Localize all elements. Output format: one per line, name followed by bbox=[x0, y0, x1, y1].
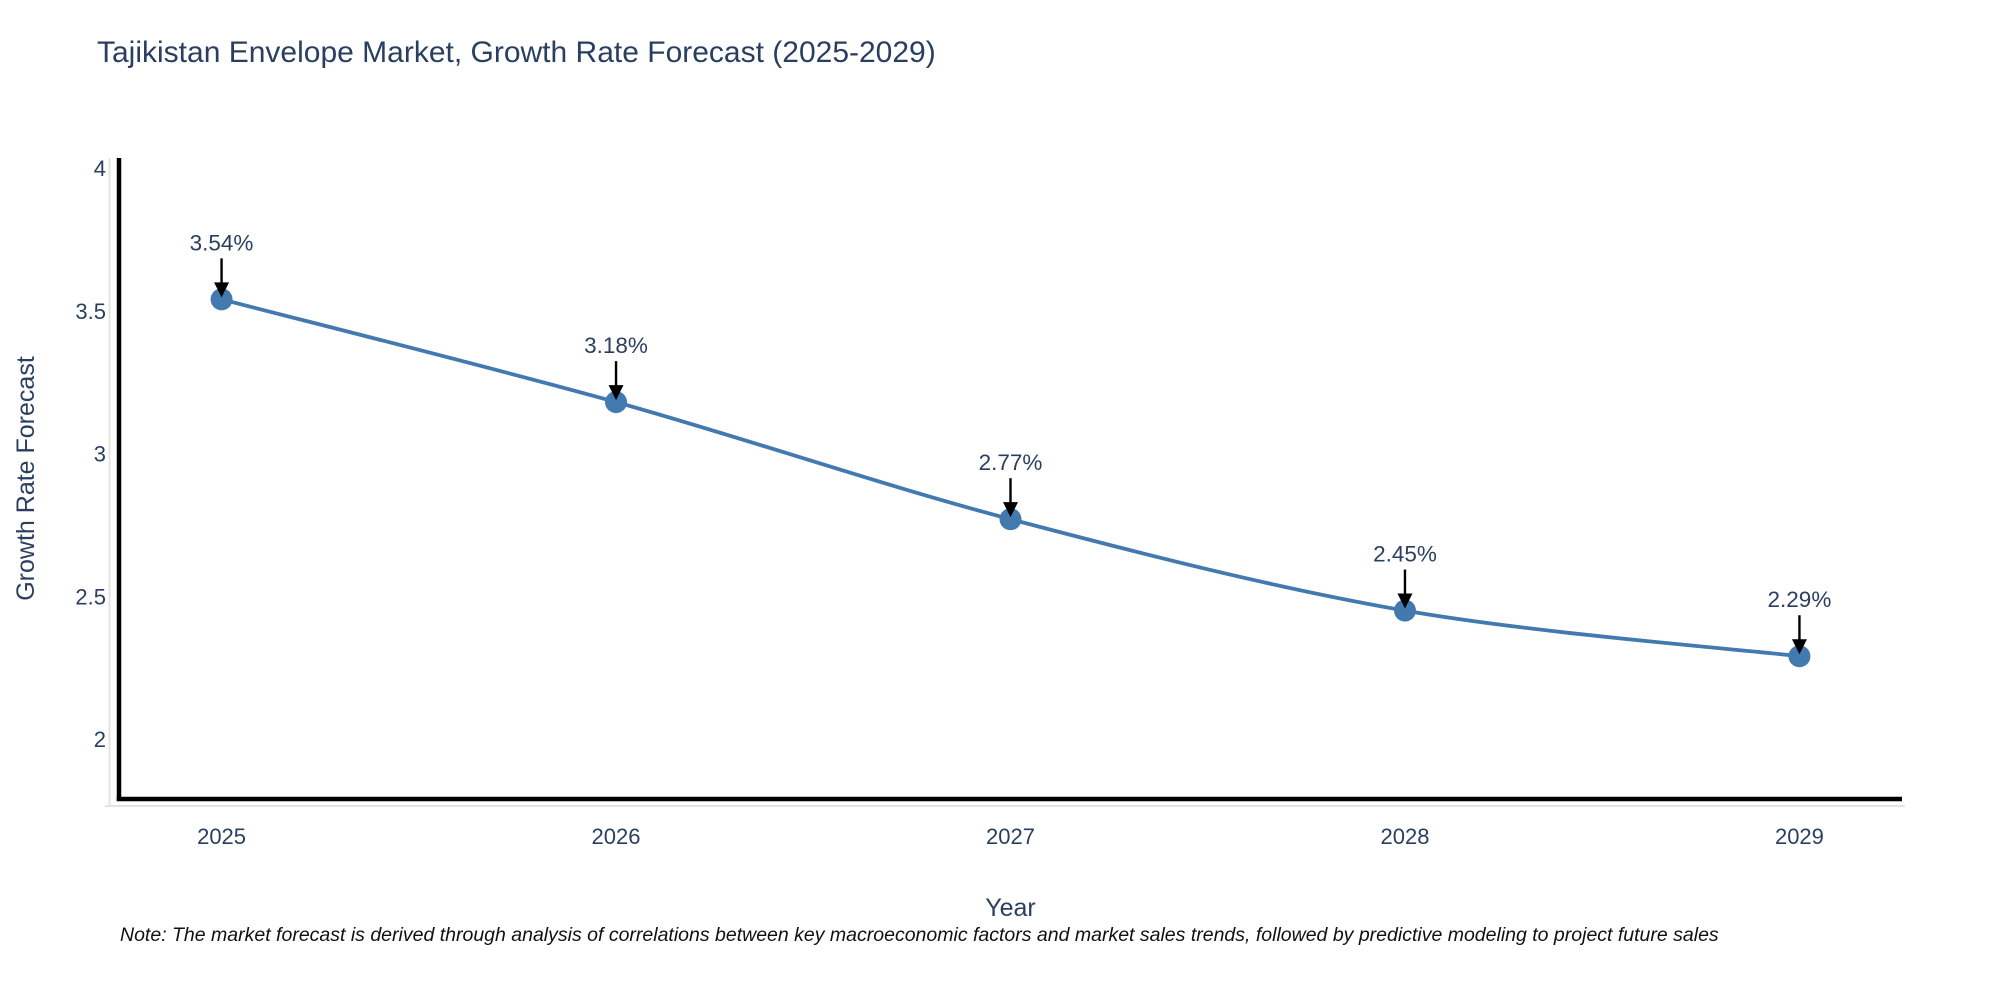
x-tick-label: 2025 bbox=[197, 824, 246, 849]
footnote: Note: The market forecast is derived thr… bbox=[120, 924, 1719, 946]
chart-title: Tajikistan Envelope Market, Growth Rate … bbox=[97, 36, 936, 69]
x-tick-label: 2027 bbox=[986, 824, 1035, 849]
x-tick-label: 2028 bbox=[1380, 824, 1429, 849]
y-tick-label: 3.5 bbox=[75, 299, 106, 324]
data-point-marker bbox=[1393, 599, 1416, 622]
y-tick-label: 3 bbox=[94, 442, 106, 467]
data-point-marker bbox=[605, 391, 628, 414]
data-point-marker bbox=[999, 508, 1022, 531]
annotation-label: 3.18% bbox=[584, 333, 648, 358]
y-axis-title: Growth Rate Forecast bbox=[12, 356, 40, 601]
y-tick-label: 2.5 bbox=[75, 584, 106, 609]
data-point-marker bbox=[210, 288, 233, 311]
x-tick-label: 2026 bbox=[592, 824, 641, 849]
trend-line bbox=[219, 297, 1802, 659]
data-point-marker bbox=[1788, 645, 1811, 668]
annotation-label: 3.54% bbox=[190, 230, 254, 255]
y-tick-label: 4 bbox=[94, 156, 106, 181]
annotation-label: 2.77% bbox=[979, 450, 1043, 475]
y-tick-label: 2 bbox=[94, 727, 106, 752]
annotation-arrowhead-icon bbox=[1791, 639, 1807, 655]
x-axis-title: Year bbox=[985, 894, 1036, 922]
annotation-arrowhead-icon bbox=[1397, 593, 1413, 609]
annotation-arrowhead-icon bbox=[608, 385, 624, 401]
annotation-arrowhead-icon bbox=[214, 282, 230, 298]
annotation-label: 2.29% bbox=[1768, 587, 1832, 612]
x-tick-label: 2029 bbox=[1775, 824, 1824, 849]
annotation-label: 2.45% bbox=[1373, 542, 1437, 567]
annotation-arrowhead-icon bbox=[1003, 502, 1018, 518]
